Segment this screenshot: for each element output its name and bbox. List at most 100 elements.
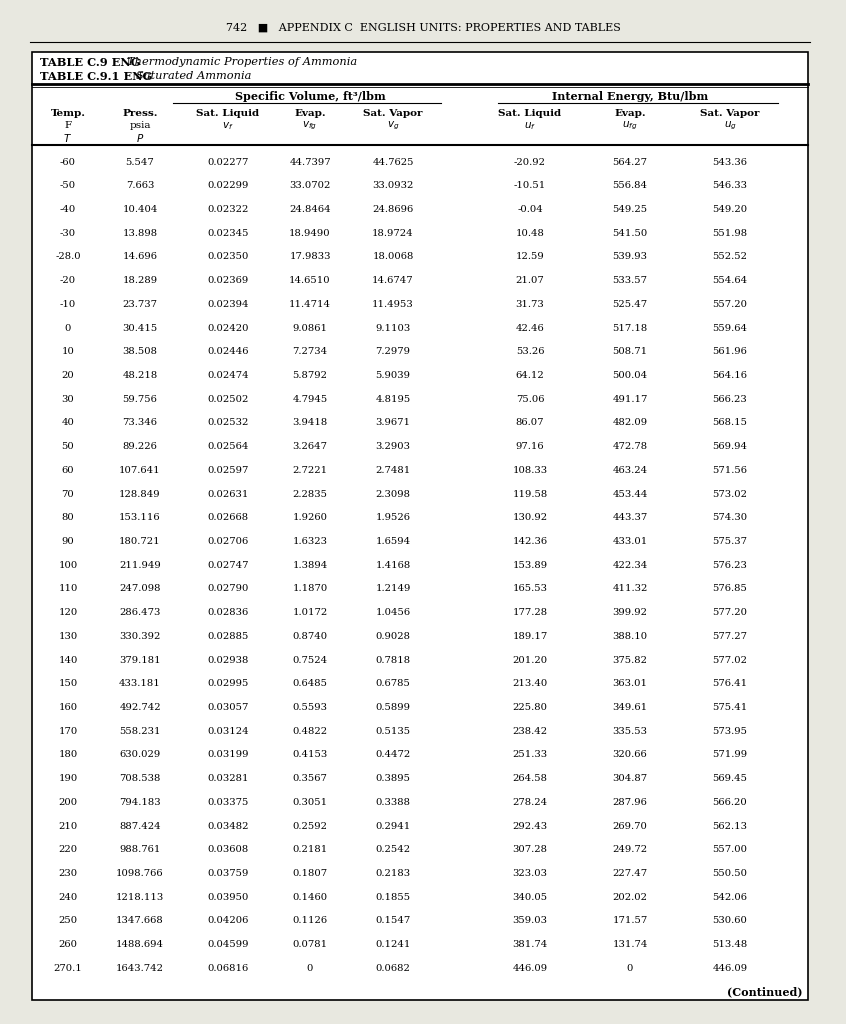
Text: 225.80: 225.80 <box>513 703 547 712</box>
Text: 269.70: 269.70 <box>613 821 647 830</box>
Text: 251.33: 251.33 <box>513 751 547 760</box>
Text: 0.1126: 0.1126 <box>293 916 327 926</box>
Text: 260: 260 <box>58 940 78 949</box>
Text: 446.09: 446.09 <box>712 964 748 973</box>
Text: $u_f$: $u_f$ <box>524 120 536 132</box>
Text: 0.03124: 0.03124 <box>207 727 249 736</box>
Text: 508.71: 508.71 <box>613 347 647 356</box>
Text: 0.03759: 0.03759 <box>207 869 249 878</box>
Text: 359.03: 359.03 <box>513 916 547 926</box>
FancyBboxPatch shape <box>32 52 808 1000</box>
Text: 220: 220 <box>58 846 78 854</box>
Text: Internal Energy, Btu/lbm: Internal Energy, Btu/lbm <box>552 91 708 102</box>
Text: 10.404: 10.404 <box>123 205 157 214</box>
Text: 119.58: 119.58 <box>513 489 547 499</box>
Text: 1.1870: 1.1870 <box>293 585 327 594</box>
Text: 0.02420: 0.02420 <box>207 324 249 333</box>
Text: 550.50: 550.50 <box>712 869 748 878</box>
Text: 0.03482: 0.03482 <box>207 821 249 830</box>
Text: 10.48: 10.48 <box>515 228 545 238</box>
Text: 887.424: 887.424 <box>119 821 161 830</box>
Text: 17.9833: 17.9833 <box>289 253 331 261</box>
Text: 20: 20 <box>62 371 74 380</box>
Text: Saturated Ammonia: Saturated Ammonia <box>136 71 251 81</box>
Text: 0.2592: 0.2592 <box>293 821 327 830</box>
Text: -30: -30 <box>60 228 76 238</box>
Text: 238.42: 238.42 <box>513 727 547 736</box>
Text: 0.3051: 0.3051 <box>293 798 327 807</box>
Text: 18.9724: 18.9724 <box>372 228 414 238</box>
Text: Evap.: Evap. <box>294 109 326 118</box>
Text: 150: 150 <box>58 679 78 688</box>
Text: 1.6594: 1.6594 <box>376 537 410 546</box>
Text: 14.6747: 14.6747 <box>372 276 414 286</box>
Text: 60: 60 <box>62 466 74 475</box>
Text: 433.01: 433.01 <box>613 537 648 546</box>
Text: 0.02350: 0.02350 <box>207 253 249 261</box>
Text: 200: 200 <box>58 798 78 807</box>
Text: 249.72: 249.72 <box>613 846 647 854</box>
Text: Thermodynamic Properties of Ammonia: Thermodynamic Properties of Ammonia <box>127 57 357 67</box>
Text: 575.37: 575.37 <box>712 537 748 546</box>
Text: 0.02836: 0.02836 <box>207 608 249 617</box>
Text: 0: 0 <box>307 964 313 973</box>
Text: 0.02532: 0.02532 <box>207 419 249 427</box>
Text: 0.5135: 0.5135 <box>376 727 410 736</box>
Text: 574.30: 574.30 <box>712 513 748 522</box>
Text: 1.4168: 1.4168 <box>376 561 410 569</box>
Text: 554.64: 554.64 <box>712 276 748 286</box>
Text: 190: 190 <box>58 774 78 783</box>
Text: 2.7221: 2.7221 <box>293 466 327 475</box>
Text: 48.218: 48.218 <box>123 371 157 380</box>
Text: 210: 210 <box>58 821 78 830</box>
Text: 18.289: 18.289 <box>123 276 157 286</box>
Text: 549.20: 549.20 <box>712 205 748 214</box>
Text: 230: 230 <box>58 869 78 878</box>
Text: 0.1460: 0.1460 <box>293 893 327 902</box>
Text: 153.116: 153.116 <box>119 513 161 522</box>
Text: Press.: Press. <box>123 109 157 118</box>
Text: 335.53: 335.53 <box>613 727 647 736</box>
Text: Sat. Liquid: Sat. Liquid <box>498 109 562 118</box>
Text: 375.82: 375.82 <box>613 655 647 665</box>
Text: 4.8195: 4.8195 <box>376 395 410 403</box>
Text: 44.7625: 44.7625 <box>372 158 414 167</box>
Text: -20.92: -20.92 <box>514 158 546 167</box>
Text: 742   ■   APPENDIX C  ENGLISH UNITS: PROPERTIES AND TABLES: 742 ■ APPENDIX C ENGLISH UNITS: PROPERTI… <box>226 23 620 33</box>
Text: Temp.: Temp. <box>51 109 85 118</box>
Text: -10: -10 <box>60 300 76 309</box>
Text: -60: -60 <box>60 158 76 167</box>
Text: 86.07: 86.07 <box>516 419 544 427</box>
Text: 0.03950: 0.03950 <box>207 893 249 902</box>
Text: 247.098: 247.098 <box>119 585 161 594</box>
Text: 59.756: 59.756 <box>123 395 157 403</box>
Text: 0.02322: 0.02322 <box>207 205 249 214</box>
Text: 558.231: 558.231 <box>119 727 161 736</box>
Text: 1.6323: 1.6323 <box>293 537 327 546</box>
Text: 1.3894: 1.3894 <box>293 561 327 569</box>
Text: 349.61: 349.61 <box>613 703 647 712</box>
Text: 0.9028: 0.9028 <box>376 632 410 641</box>
Text: 142.36: 142.36 <box>513 537 547 546</box>
Text: 270.1: 270.1 <box>53 964 82 973</box>
Text: $v_f$: $v_f$ <box>222 120 233 132</box>
Text: 0.02995: 0.02995 <box>207 679 249 688</box>
Text: 0: 0 <box>65 324 71 333</box>
Text: 0.6485: 0.6485 <box>293 679 327 688</box>
Text: 1218.113: 1218.113 <box>116 893 164 902</box>
Text: 1347.668: 1347.668 <box>116 916 164 926</box>
Text: 2.3098: 2.3098 <box>376 489 410 499</box>
Text: 433.181: 433.181 <box>119 679 161 688</box>
Text: -10.51: -10.51 <box>514 181 547 190</box>
Text: 40: 40 <box>62 419 74 427</box>
Text: 0.02706: 0.02706 <box>207 537 249 546</box>
Text: 131.74: 131.74 <box>613 940 648 949</box>
Text: 482.09: 482.09 <box>613 419 647 427</box>
Text: 18.0068: 18.0068 <box>372 253 414 261</box>
Text: 30: 30 <box>62 395 74 403</box>
Text: 42.46: 42.46 <box>515 324 544 333</box>
Text: 100: 100 <box>58 561 78 569</box>
Text: 213.40: 213.40 <box>513 679 547 688</box>
Text: 10: 10 <box>62 347 74 356</box>
Text: 0.02885: 0.02885 <box>207 632 249 641</box>
